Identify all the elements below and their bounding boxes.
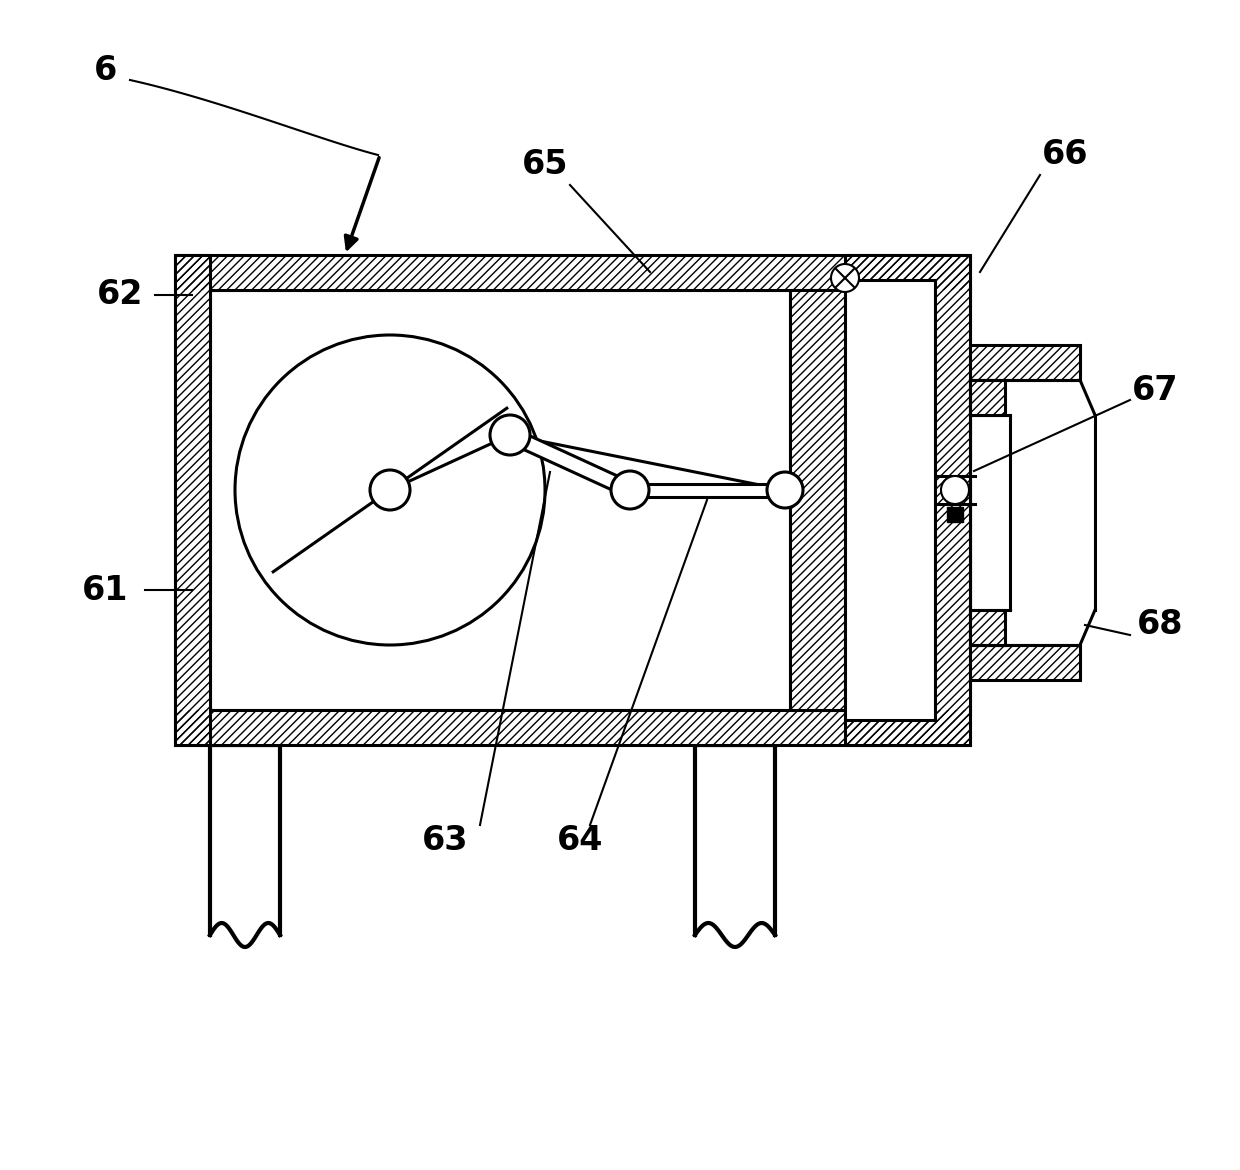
Circle shape — [768, 472, 804, 508]
Bar — [844, 280, 935, 720]
Bar — [175, 255, 970, 290]
Bar — [970, 610, 1004, 645]
Bar — [175, 710, 970, 745]
Bar — [790, 290, 844, 710]
Circle shape — [236, 335, 546, 645]
Circle shape — [941, 476, 968, 504]
Bar — [175, 710, 970, 745]
Polygon shape — [947, 507, 963, 522]
Bar — [175, 255, 210, 745]
Bar — [970, 380, 1004, 415]
Text: 67: 67 — [1132, 373, 1178, 406]
Bar — [970, 345, 1080, 380]
Bar — [175, 255, 210, 745]
Bar — [844, 255, 970, 745]
Text: 63: 63 — [422, 824, 469, 856]
Bar — [970, 610, 1004, 645]
Bar — [970, 380, 1004, 415]
Polygon shape — [630, 483, 785, 496]
Bar — [844, 290, 970, 710]
Bar — [790, 290, 844, 710]
Circle shape — [490, 415, 529, 455]
Bar — [970, 645, 1080, 680]
Bar — [970, 645, 1080, 680]
Text: 68: 68 — [1137, 608, 1183, 641]
Text: 6: 6 — [93, 54, 117, 87]
Text: 61: 61 — [82, 573, 128, 606]
Text: 66: 66 — [1042, 138, 1089, 172]
Circle shape — [370, 470, 410, 510]
Bar — [844, 255, 970, 745]
Polygon shape — [507, 428, 634, 497]
Bar — [1011, 415, 1095, 610]
Text: 64: 64 — [557, 824, 603, 856]
Circle shape — [611, 472, 649, 509]
Text: 65: 65 — [522, 149, 568, 181]
Text: 62: 62 — [97, 278, 143, 311]
Circle shape — [831, 264, 859, 292]
Bar — [970, 345, 1080, 380]
Bar — [175, 255, 970, 290]
Bar — [210, 290, 790, 710]
